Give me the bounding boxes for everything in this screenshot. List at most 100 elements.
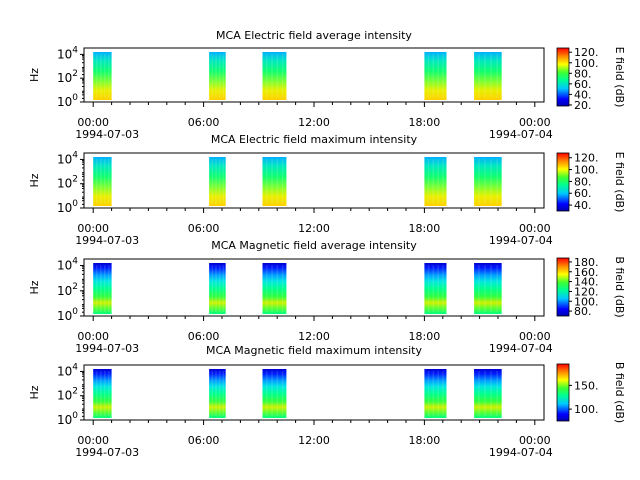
- y-tick-exponent: 4: [72, 45, 78, 55]
- spectrogram-streak: [484, 54, 486, 98]
- spectrogram-streak: [104, 54, 106, 98]
- spectrogram-streak: [271, 159, 273, 204]
- spectrogram-streak: [215, 54, 217, 98]
- colorbar-tick-label: 60.: [574, 187, 592, 200]
- y-tick-exponent: 0: [72, 93, 78, 103]
- spectrogram-streak: [211, 159, 214, 204]
- chart-panel-1: MCA Electric field average intensity Hz 10…: [28, 29, 626, 141]
- spectrogram-streak: [222, 159, 225, 204]
- spectrogram-streak: [222, 54, 225, 98]
- spectrogram-streak: [432, 371, 435, 416]
- spectrogram-streak: [484, 265, 486, 312]
- y-tick-base: 10: [57, 309, 72, 323]
- spectrogram-streak: [215, 371, 217, 416]
- spectrogram-streak: [281, 371, 284, 416]
- x-tick-label: 00:00: [77, 330, 109, 343]
- colorbar: [556, 152, 570, 212]
- y-tick-base: 10: [57, 389, 72, 403]
- x-tick-label: 00:00: [519, 434, 551, 447]
- spectrogram-streak: [496, 371, 498, 416]
- spectrogram-streak: [108, 265, 110, 312]
- chart-panel-3: MCA Magnetic field average intensity Hz 10…: [28, 239, 626, 355]
- spectrogram-block: [209, 369, 226, 418]
- x-date-label: 1994-07-03: [75, 446, 139, 459]
- spectrogram-streak: [211, 54, 214, 98]
- spectrogram-streak: [437, 371, 439, 416]
- spectrogram-streak: [432, 159, 435, 204]
- spectrogram-streak: [478, 159, 480, 204]
- spectrogram-streak: [276, 54, 279, 98]
- x-tick-label: 06:00: [188, 116, 220, 129]
- y-tick-exponent: 4: [72, 150, 78, 160]
- spectrogram-streak: [266, 159, 268, 204]
- y-tick-exponent: 2: [72, 387, 78, 397]
- y-tick-exponent: 4: [72, 362, 78, 372]
- x-tick-label: 00:00: [519, 116, 551, 129]
- spectrogram-streak: [222, 265, 225, 312]
- spectrogram-block: [424, 52, 447, 100]
- x-date-label: 1994-07-04: [489, 234, 553, 247]
- x-tick-label: 00:00: [77, 434, 109, 447]
- spectrogram-streak: [490, 265, 492, 312]
- spectrogram-streak: [218, 54, 221, 98]
- colorbar: [556, 257, 570, 317]
- colorbar-label: E field (dB): [613, 47, 626, 108]
- colorbar-tick-label: 60.: [574, 78, 592, 91]
- spectrogram-streak: [108, 54, 110, 98]
- spectrogram-streak: [95, 159, 98, 204]
- spectrogram-block: [209, 157, 226, 206]
- spectrogram-block: [262, 157, 287, 206]
- y-axis-label: Hz: [28, 385, 41, 399]
- x-tick-label: 12:00: [298, 434, 330, 447]
- spectrogram-block: [424, 369, 447, 418]
- chart-panel-2: MCA Electric field maximum intensity Hz 10…: [28, 133, 626, 247]
- spectrogram-streak: [496, 54, 498, 98]
- x-tick-label: 12:00: [298, 330, 330, 343]
- spectrogram-block: [93, 52, 112, 100]
- x-tick-label: 12:00: [298, 222, 330, 235]
- spectrogram-block: [262, 52, 287, 100]
- y-tick-label: 102: [57, 387, 78, 403]
- colorbar-tick-label: 100.: [574, 164, 599, 177]
- colorbar-tick-label: 20.: [574, 99, 592, 112]
- spectrogram-block: [424, 157, 447, 206]
- spectrogram-streak: [266, 371, 268, 416]
- spectrogram-block: [93, 263, 112, 314]
- x-date-label: 1994-07-03: [75, 342, 139, 355]
- spectrogram-streak: [496, 265, 498, 312]
- y-tick-label: 104: [57, 362, 78, 378]
- y-tick-base: 10: [57, 47, 72, 61]
- spectrogram-streak: [496, 159, 498, 204]
- y-tick-label: 102: [57, 282, 78, 298]
- colorbar-tick-label: 80.: [574, 67, 592, 80]
- spectrogram-streak: [218, 159, 221, 204]
- spectrogram-streak: [266, 54, 268, 98]
- spectrogram-block: [209, 52, 226, 100]
- spectrogram-streak: [432, 54, 435, 98]
- y-tick-base: 10: [57, 152, 72, 166]
- spectrogram-streak: [276, 265, 279, 312]
- spectrogram-streak: [427, 265, 430, 312]
- spectrogram-streak: [215, 159, 217, 204]
- spectrogram-streak: [437, 54, 439, 98]
- spectrogram-streak: [95, 54, 98, 98]
- spectrogram-streak: [490, 371, 492, 416]
- spectrogram-streak: [442, 265, 444, 312]
- chart-title: MCA Magnetic field maximum intensity: [206, 344, 422, 357]
- spectrogram-streak: [271, 265, 273, 312]
- spectrogram-block: [93, 369, 112, 418]
- spectrogram-streak: [478, 54, 480, 98]
- y-tick-exponent: 4: [72, 257, 78, 267]
- y-tick-exponent: 0: [72, 411, 78, 421]
- y-tick-exponent: 2: [72, 282, 78, 292]
- y-tick-exponent: 0: [72, 199, 78, 209]
- spectrogram-streak: [427, 54, 430, 98]
- spectrogram-streak: [95, 265, 98, 312]
- y-tick-label: 100: [57, 411, 78, 427]
- colorbar-tick-label: 160.: [574, 266, 599, 279]
- spectrogram-streak: [281, 265, 284, 312]
- spectrogram-streak: [104, 159, 106, 204]
- spectrogram-streak: [266, 265, 268, 312]
- spectrogram-streak: [100, 371, 102, 416]
